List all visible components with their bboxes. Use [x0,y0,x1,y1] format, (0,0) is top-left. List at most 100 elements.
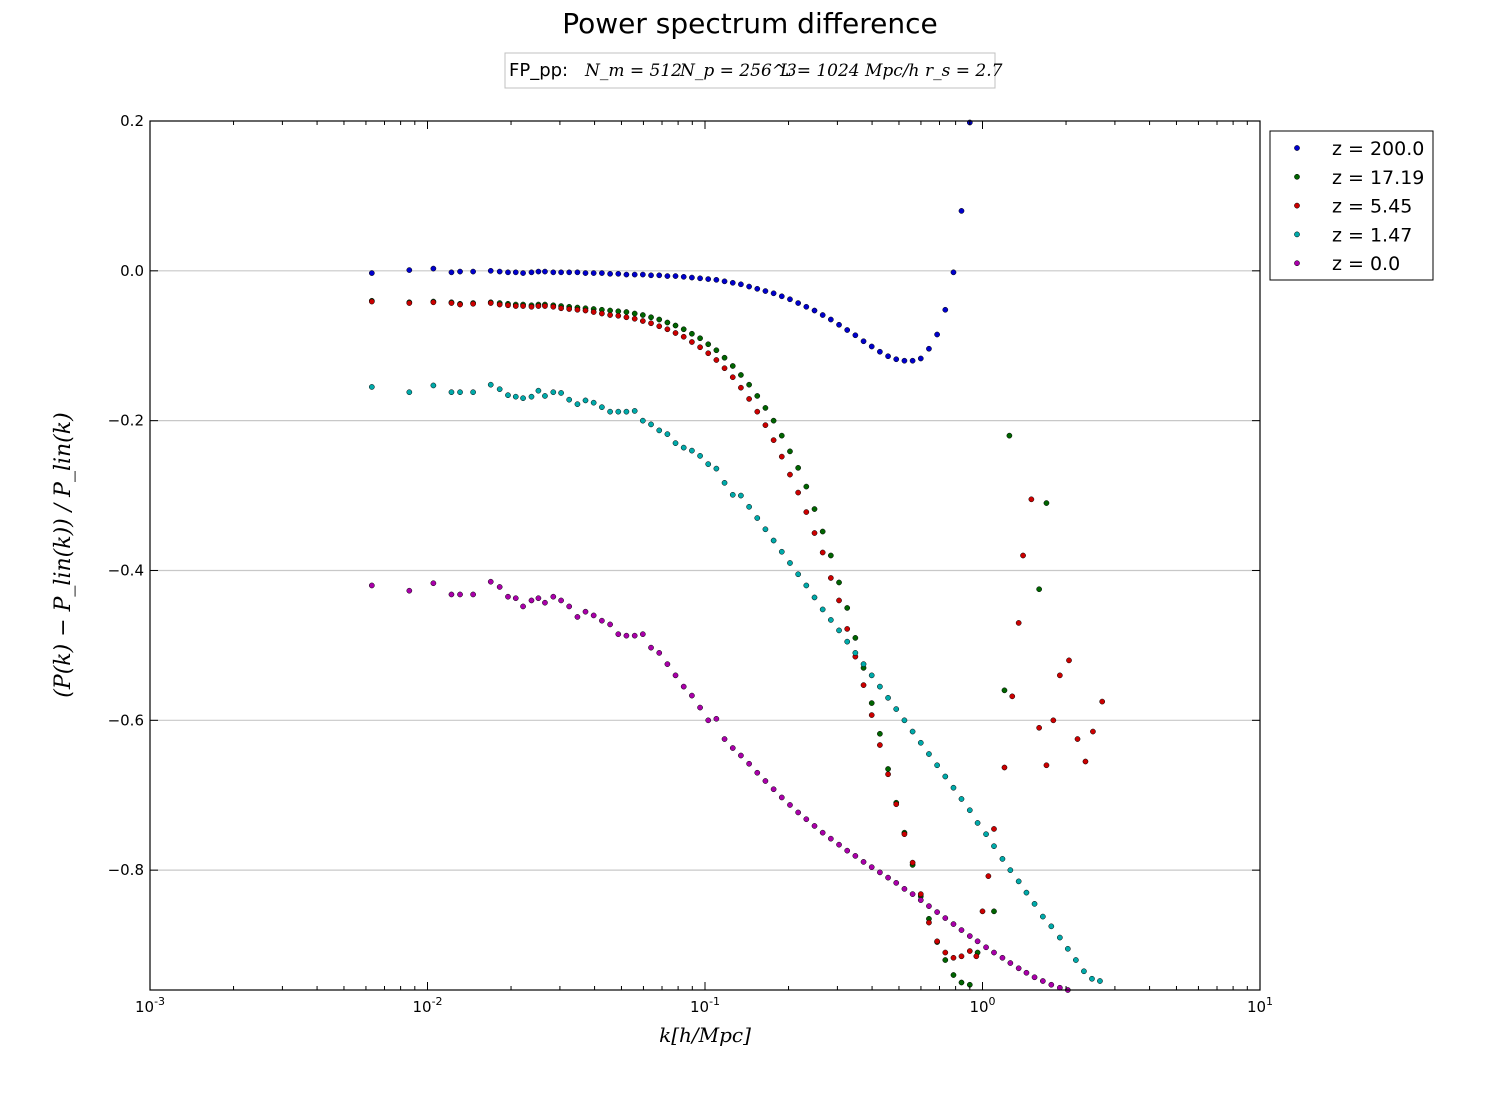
data-point [942,773,949,780]
data-point [738,492,744,499]
data-point [893,356,900,363]
legend-marker [1294,145,1300,151]
data-point [664,273,671,279]
data-point [512,595,519,602]
data-point [648,320,654,327]
data-point [991,908,997,915]
data-point [844,327,851,333]
data-point [639,417,646,424]
data-point [615,408,622,415]
y-tick-label: 0.0 [120,262,144,280]
data-point [1036,586,1042,593]
data-point [639,631,646,638]
legend-marker [1294,231,1300,238]
data-point [1057,672,1063,679]
data-point [868,864,875,870]
data-point [566,603,573,610]
data-point [909,859,916,866]
data-point [934,331,940,338]
data-point [950,954,957,961]
data-point [1009,693,1016,700]
data-point [746,283,752,290]
data-point [496,584,503,590]
data-point [582,307,589,314]
data-point [648,421,654,428]
data-point [599,270,605,276]
data-point [917,891,924,897]
subtitle-param-l: L = 1024 Mpc/h [779,61,920,81]
data-point [811,307,818,314]
data-point [787,802,793,808]
data-point [639,312,646,318]
data-point [590,399,597,406]
data-point [836,321,842,328]
data-point [868,712,875,718]
data-point [795,489,802,496]
data-point [1023,969,1030,976]
data-point [542,303,548,309]
data-point [901,357,908,364]
data-point [893,801,900,808]
data-point [705,350,712,357]
data-point [787,560,793,566]
y-axis-label: (P(k) − P_lin(k)) / P_lin(k) [51,412,76,697]
data-point [1043,500,1050,506]
data-point [746,381,752,388]
data-point [803,816,810,823]
data-point [713,276,720,283]
data-point [934,762,940,769]
data-point [729,745,736,751]
data-point [566,306,573,312]
data-point [811,594,818,601]
data-point [505,593,511,600]
data-point [844,638,851,645]
data-point [738,372,744,378]
subtitle-param-rs: r_s = 2.7 [925,61,1003,81]
data-point [368,582,375,589]
data-point [860,661,867,667]
data-point [942,957,949,963]
data-point [457,591,463,598]
data-point [368,270,375,276]
data-point [648,644,654,651]
data-point [803,509,810,515]
legend: z = 200.0 z = 17.19 z = 5.45 z = 1.47 z = 0.… [1269,130,1434,281]
data-point [836,841,842,848]
data-point [901,831,908,838]
data-point [979,908,986,915]
data-point [615,312,622,319]
data-point [934,938,940,945]
data-point [819,829,826,836]
data-point [430,580,437,587]
data-point [574,614,581,620]
data-point [713,357,720,363]
data-point [950,784,957,791]
x-tick-label: 10-2 [412,995,442,1016]
data-point [893,880,900,886]
data-point [1066,657,1072,664]
data-point [770,786,777,793]
data-point [983,944,989,951]
axis-ticks: 0.2 0.0 −0.2 −0.4 −0.6 −0.8 10-3 10-2 10-1 100 101 [108,112,1273,1016]
data-point [917,897,924,903]
data-point [1031,901,1038,907]
data-point [991,949,997,956]
data-point [639,271,646,278]
data-point [803,483,810,490]
data-point [729,374,736,381]
data-point [999,954,1006,961]
data-point [827,552,834,559]
data-point [607,621,613,628]
data-point [448,300,455,306]
data-point [705,341,712,348]
x-axis-label: k[h/Mpc] [659,1023,751,1047]
data-point [885,766,891,772]
data-point [942,915,949,921]
x-tick-label: 10-1 [690,995,720,1016]
data-point [705,461,712,467]
data-point [926,345,932,352]
data-point [430,265,437,272]
data-point [909,357,916,364]
data-point [448,591,455,598]
data-point [656,316,663,323]
